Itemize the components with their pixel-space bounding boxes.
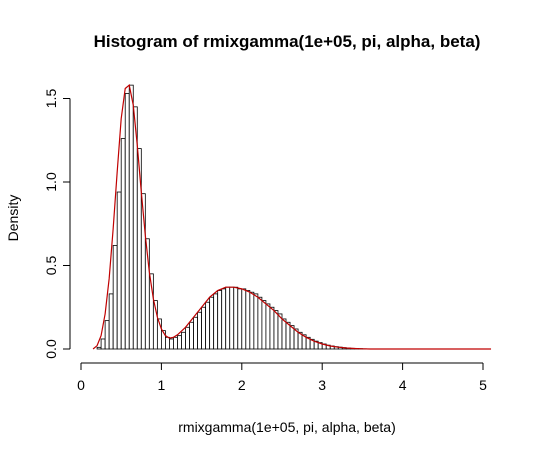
histogram-bar (261, 300, 267, 350)
histogram-bar (177, 335, 182, 350)
histogram-bar (193, 316, 198, 350)
y-tick-label: 0.5 (43, 256, 59, 276)
histogram-bar (173, 336, 178, 350)
histogram-bar (96, 346, 102, 350)
histogram-bar (213, 293, 219, 350)
histogram-bar (181, 331, 186, 350)
histogram-bar (185, 326, 190, 350)
x-axis-label: rmixgamma(1e+05, pi, alpha, beta) (178, 419, 396, 435)
histogram-bar (205, 301, 211, 350)
histogram-bar (112, 245, 118, 350)
histogram-bar (128, 84, 134, 350)
x-tick-label: 2 (238, 377, 246, 393)
histogram-bar (241, 288, 247, 350)
x-tick-label: 1 (158, 377, 166, 393)
x-tick-label: 3 (318, 377, 326, 393)
histogram-bar (209, 296, 215, 350)
histogram-bar (253, 293, 259, 350)
histogram-bar (165, 336, 170, 350)
histogram-bar (197, 311, 203, 350)
histogram-bar (217, 290, 223, 350)
histogram-bar (225, 286, 231, 350)
chart-title: Histogram of rmixgamma(1e+05, pi, alpha,… (94, 32, 481, 51)
histogram-bar (277, 313, 283, 350)
histogram-bar (233, 286, 239, 350)
histogram-bars (96, 84, 367, 350)
histogram-bar (245, 290, 251, 350)
x-tick-label: 0 (77, 377, 85, 393)
histogram-bar (237, 288, 243, 350)
x-tick-label: 5 (479, 377, 487, 393)
histogram-bar (257, 296, 263, 350)
histogram-bar (201, 306, 207, 350)
histogram-bar (249, 291, 255, 350)
histogram-bar (269, 306, 275, 350)
y-tick-label: 1.5 (43, 89, 59, 109)
density-curve (92, 84, 492, 350)
y-tick-label: 0.0 (43, 339, 59, 359)
histogram-bar (120, 138, 126, 350)
histogram-bar (229, 286, 235, 350)
histogram-bar (273, 310, 279, 350)
histogram-bar (285, 321, 291, 350)
y-axis-label: Density (5, 195, 21, 242)
y-axis: 0.0 0.5 1.0 1.5 (43, 89, 71, 359)
x-axis: 0 1 2 3 4 5 (77, 362, 487, 393)
histogram-bar (100, 338, 106, 350)
x-tick-label: 4 (399, 377, 407, 393)
histogram-bar (265, 303, 271, 350)
histogram-bar (104, 320, 110, 350)
histogram-bar (108, 293, 114, 350)
histogram-bar (221, 288, 227, 350)
histogram-bar (116, 191, 122, 350)
histogram-bar (281, 318, 287, 350)
y-tick-label: 1.0 (43, 172, 59, 192)
histogram-bar (169, 338, 174, 350)
histogram-bar (124, 93, 130, 350)
histogram-bar (189, 321, 194, 350)
